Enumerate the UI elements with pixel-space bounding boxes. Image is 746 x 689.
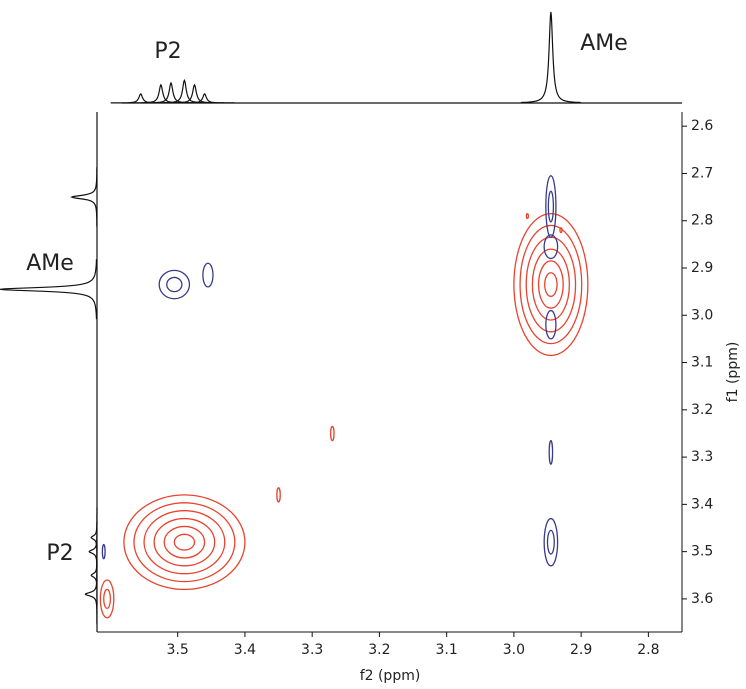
contour <box>525 236 577 333</box>
x-axis-label: f2 (ppm) <box>360 668 421 684</box>
y-tick-label: 3.6 <box>691 591 713 607</box>
x-tick-label: 3.5 <box>167 642 189 658</box>
contour <box>202 262 214 288</box>
x-tick-label: 3.0 <box>503 642 525 658</box>
contour <box>548 439 554 465</box>
contour <box>163 525 206 559</box>
x-tick-label: 2.9 <box>570 642 592 658</box>
y-tick-label: 3.3 <box>691 449 713 465</box>
contour <box>153 517 216 567</box>
contour <box>546 529 555 555</box>
contour <box>101 543 106 560</box>
x-tick-label: 3.2 <box>368 642 390 658</box>
y-tick-label: 3.1 <box>691 355 713 371</box>
y-tick-label: 2.8 <box>691 213 713 229</box>
y-tick-label: 3.4 <box>691 496 713 512</box>
y-tick-label: 2.6 <box>691 118 713 134</box>
contour <box>547 190 555 223</box>
contour <box>123 494 246 591</box>
f1-projection-peak <box>84 564 98 625</box>
f1-projection-peak <box>88 521 98 582</box>
contour <box>543 517 559 567</box>
contour <box>103 588 112 610</box>
contour <box>158 269 191 300</box>
f2-projection-peak <box>154 78 215 104</box>
contour <box>544 272 558 298</box>
contour <box>173 533 196 551</box>
contour <box>525 212 530 220</box>
y-tick-label: 3.2 <box>691 402 713 418</box>
x-tick-label: 3.4 <box>234 642 256 658</box>
contour <box>276 487 281 503</box>
y-tick-label: 2.9 <box>691 260 713 276</box>
contour <box>545 309 557 340</box>
contour <box>166 276 183 293</box>
contour <box>531 248 571 321</box>
y-tick-label: 2.7 <box>691 165 713 181</box>
contour <box>519 224 583 345</box>
contour <box>543 234 559 260</box>
x-tick-label: 2.8 <box>637 642 659 658</box>
contour <box>513 212 589 357</box>
contour <box>537 260 564 309</box>
f1-projection-peak <box>0 259 98 320</box>
contour <box>330 425 335 442</box>
annotation: P2 <box>154 39 181 64</box>
x-tick-label: 3.3 <box>301 642 323 658</box>
y-axis-label: f1 (ppm) <box>725 342 741 403</box>
f2-projection-peak <box>520 11 581 104</box>
contour <box>133 502 236 583</box>
x-tick-label: 3.1 <box>436 642 458 658</box>
contour <box>99 579 115 619</box>
contour <box>545 175 557 238</box>
f1-projection-peak <box>90 545 98 606</box>
y-tick-label: 3.5 <box>691 544 713 560</box>
contour <box>143 510 226 575</box>
annotation: P2 <box>46 541 73 566</box>
annotation: AMe <box>26 251 74 276</box>
f2-projection-peak <box>174 93 235 104</box>
y-tick-label: 3.0 <box>691 307 713 323</box>
annotation: AMe <box>580 31 628 56</box>
f1-projection-peak <box>70 167 98 228</box>
contour <box>559 227 563 234</box>
